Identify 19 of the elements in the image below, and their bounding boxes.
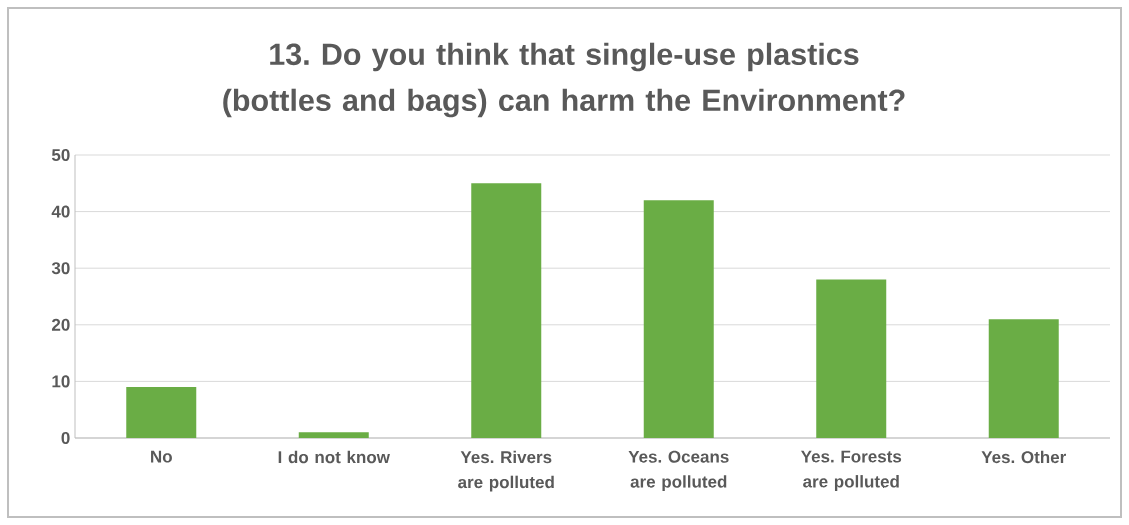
y-tick-label: 50 xyxy=(51,148,70,162)
bar xyxy=(298,432,369,438)
bar xyxy=(643,200,714,438)
x-tick-label: I do not know xyxy=(278,450,390,464)
bar xyxy=(816,279,887,438)
x-tick-label: Yes. Rivers are polluted xyxy=(458,450,554,492)
y-tick-label: 40 xyxy=(51,205,70,218)
x-tick-label: Yes. Oceans are polluted xyxy=(628,450,729,492)
y-tick-label: 20 xyxy=(51,318,70,331)
y-tick-label: 30 xyxy=(51,262,70,275)
x-tick-label: No xyxy=(151,450,172,463)
bar xyxy=(471,183,542,438)
x-tick-label: Yes. Other xyxy=(981,450,1066,464)
y-tick-label: 0 xyxy=(61,431,70,445)
x-tick-label: Yes. Forests are polluted xyxy=(800,450,902,491)
chart-title: 13. Do you think that single-use plastics (bottles and bags) can harm the Environment? xyxy=(223,42,905,118)
y-tick-label: 10 xyxy=(52,375,70,388)
bar xyxy=(126,387,197,438)
bar xyxy=(988,319,1059,438)
